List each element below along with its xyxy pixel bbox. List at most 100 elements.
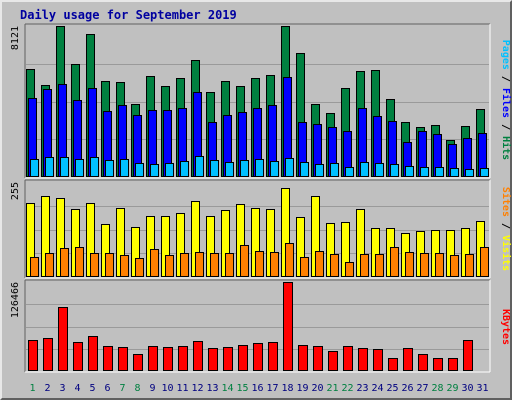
bar-pages-day-8 [135, 163, 144, 177]
x-tick-label-5: 5 [89, 383, 95, 394]
bar-kbytes-day-2 [43, 338, 53, 371]
bar-kbytes-day-6 [103, 346, 113, 371]
x-tick-label-12: 12 [191, 383, 203, 394]
x-tick-label-24: 24 [371, 383, 383, 394]
panel-hits-files-pages-legend: Pages / Files / Hits [500, 40, 512, 160]
bar-sites-day-27 [420, 253, 429, 277]
panel-hits-files-pages-max-label: 8121 [10, 26, 21, 50]
x-tick-label-30: 30 [461, 383, 473, 394]
bar-pages-day-24 [375, 163, 384, 177]
bar-kbytes-day-10 [163, 347, 173, 371]
x-tick-label-28: 28 [431, 383, 443, 394]
bar-sites-day-8 [135, 258, 144, 277]
legend-entry-2: Files [500, 88, 512, 118]
bar-kbytes-day-25 [388, 358, 398, 371]
bar-pages-day-29 [450, 168, 459, 177]
bar-kbytes-day-11 [178, 346, 188, 371]
bar-pages-day-26 [405, 166, 414, 177]
bar-pages-day-31 [480, 168, 489, 177]
x-tick-label-18: 18 [281, 383, 293, 394]
bar-sites-day-16 [255, 251, 264, 277]
bar-kbytes-day-8 [133, 354, 143, 371]
bar-pages-day-20 [315, 164, 324, 177]
x-tick-label-19: 19 [296, 383, 308, 394]
bar-sites-day-29 [450, 255, 459, 277]
bar-sites-day-25 [390, 247, 399, 277]
legend-entry-0: Sites [500, 187, 512, 217]
panel-visits-sites-max-label: 255 [10, 182, 21, 200]
bar-pages-day-22 [345, 167, 354, 177]
bar-pages-day-4 [75, 159, 84, 177]
bar-pages-day-12 [195, 156, 204, 177]
bar-kbytes-day-9 [148, 346, 158, 371]
bar-pages-day-28 [435, 167, 444, 177]
bar-kbytes-day-4 [73, 342, 83, 371]
x-tick-label-23: 23 [356, 383, 368, 394]
bar-kbytes-day-26 [403, 348, 413, 371]
x-tick-label-29: 29 [446, 383, 458, 394]
bar-sites-day-20 [315, 251, 324, 277]
x-tick-label-26: 26 [401, 383, 413, 394]
bar-pages-day-16 [255, 159, 264, 177]
bar-sites-day-5 [90, 253, 99, 277]
bar-sites-day-11 [180, 253, 189, 277]
legend-entry-1: / [500, 217, 511, 235]
x-tick-label-25: 25 [386, 383, 398, 394]
legend-entry-3: / [500, 118, 511, 136]
bar-kbytes-day-27 [418, 354, 428, 371]
panel-kbytes-max-label: 126466 [10, 282, 21, 318]
bar-kbytes-day-29 [448, 358, 458, 371]
bar-pages-day-25 [390, 164, 399, 177]
panel-visits-sites-legend: Sites / Visits [500, 187, 512, 271]
x-tick-label-7: 7 [119, 383, 125, 394]
x-tick-label-17: 17 [266, 383, 278, 394]
bar-sites-day-6 [105, 253, 114, 277]
x-tick-label-1: 1 [29, 383, 35, 394]
bar-kbytes-day-19 [298, 345, 308, 371]
bar-kbytes-day-24 [373, 349, 383, 371]
bar-kbytes-day-3 [58, 307, 68, 371]
bar-pages-day-19 [300, 162, 309, 177]
bar-kbytes-day-21 [328, 351, 338, 371]
x-tick-label-13: 13 [206, 383, 218, 394]
bar-pages-day-6 [105, 160, 114, 177]
bar-sites-day-4 [75, 247, 84, 277]
bar-pages-day-10 [165, 163, 174, 177]
bar-sites-day-26 [405, 252, 414, 277]
bar-sites-day-18 [285, 243, 294, 277]
bar-pages-day-27 [420, 167, 429, 177]
x-tick-label-2: 2 [44, 383, 50, 394]
x-tick-label-14: 14 [221, 383, 233, 394]
bar-kbytes-day-23 [358, 348, 368, 371]
bar-sites-day-2 [45, 253, 54, 277]
x-tick-label-27: 27 [416, 383, 428, 394]
legend-entry-0: Pages [500, 40, 511, 70]
bar-sites-day-13 [210, 253, 219, 277]
x-tick-label-3: 3 [59, 383, 65, 394]
bar-sites-day-17 [270, 252, 279, 277]
x-tick-label-16: 16 [251, 383, 263, 394]
bar-kbytes-day-16 [253, 343, 263, 371]
bar-sites-day-15 [240, 245, 249, 277]
bar-sites-day-31 [480, 247, 489, 277]
x-tick-label-22: 22 [341, 383, 353, 394]
bar-kbytes-day-1 [28, 340, 38, 371]
bar-pages-day-23 [360, 162, 369, 177]
x-tick-label-31: 31 [476, 383, 488, 394]
x-tick-label-9: 9 [149, 383, 155, 394]
bar-kbytes-day-28 [433, 358, 443, 371]
bar-pages-day-15 [240, 160, 249, 177]
bar-kbytes-day-17 [268, 342, 278, 371]
bar-kbytes-day-13 [208, 348, 218, 371]
bar-pages-day-5 [90, 157, 99, 177]
bar-pages-day-7 [120, 159, 129, 177]
bar-kbytes-day-20 [313, 346, 323, 371]
x-tick-label-6: 6 [104, 383, 110, 394]
legend-entry-4: Hits [500, 136, 512, 160]
legend-entry-2: Visits [500, 235, 512, 271]
bar-pages-day-21 [330, 163, 339, 177]
bar-sites-day-19 [300, 257, 309, 277]
bar-pages-day-3 [60, 157, 69, 177]
bar-sites-day-22 [345, 262, 354, 277]
bar-kbytes-day-7 [118, 347, 128, 371]
